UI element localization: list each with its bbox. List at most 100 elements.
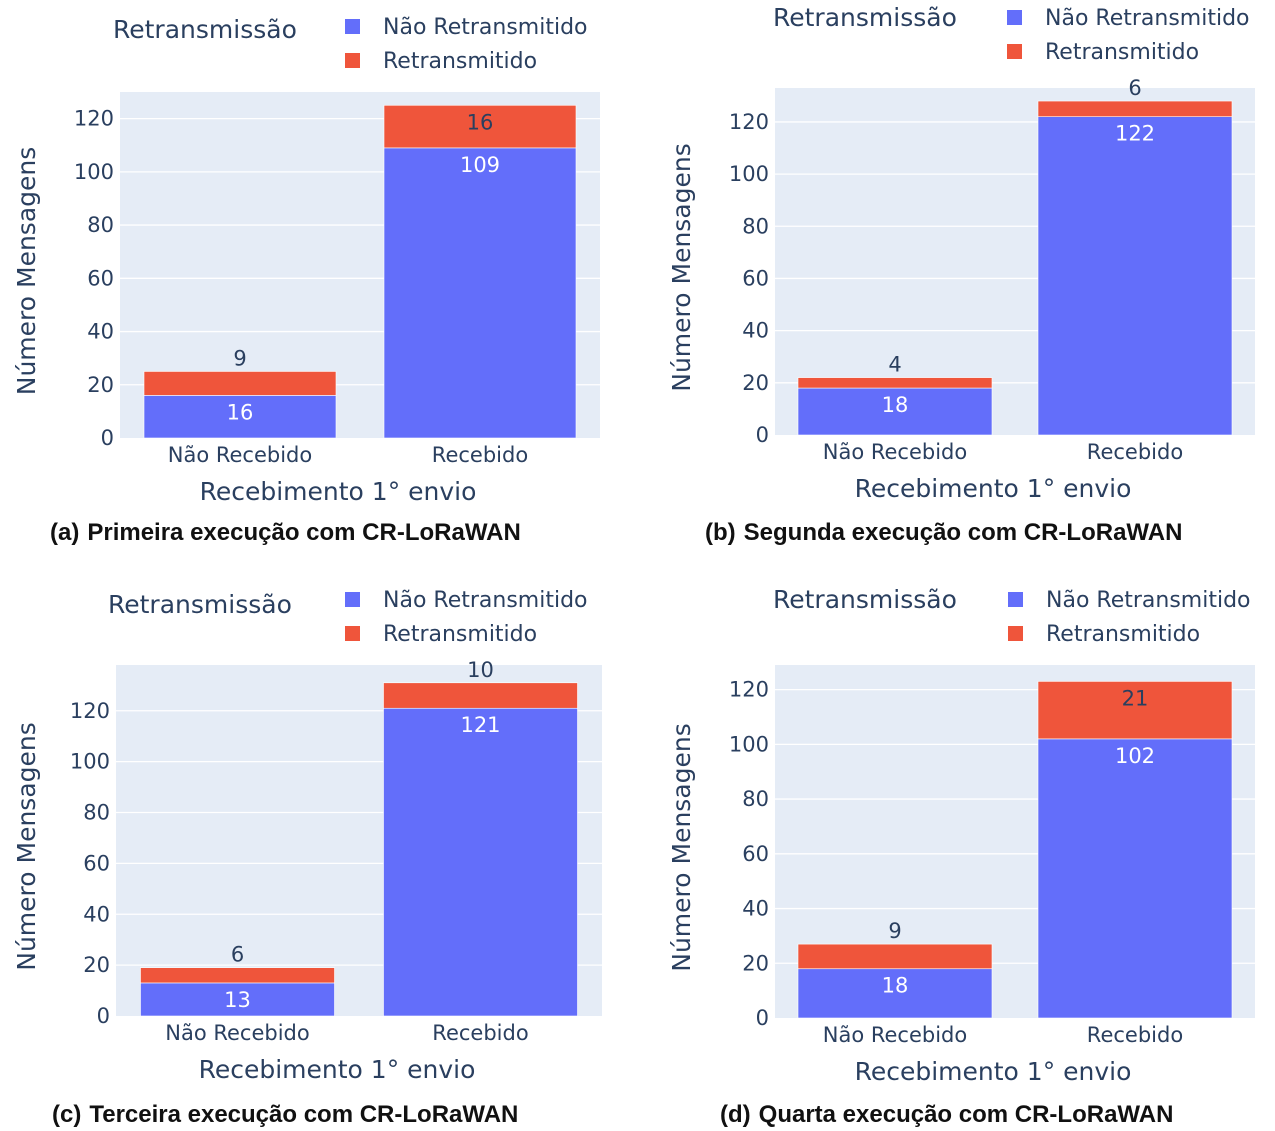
bar-chart-d: 0 20 40 60 80 100 120 18 9 Não Recebido 102 21 Receb… <box>667 585 1255 1086</box>
chart-panel-a: 0 20 40 60 80 100 120 16 9 Não Recebido 109 16 Receb… <box>0 0 620 560</box>
x-axis-title: Recebimento 1° envio <box>855 474 1132 503</box>
bar-retransmitido <box>797 377 993 389</box>
caption-text: Segunda execução com CR-LoRaWAN <box>743 519 1183 546</box>
legend-entry: Não Retransmitido <box>383 15 588 40</box>
data-label: 10 <box>467 658 494 682</box>
legend: Retransmissão Não Retransmitido Retransmit… <box>773 585 1251 647</box>
y-tick-label: 40 <box>742 897 769 921</box>
y-tick-label: 0 <box>756 423 769 447</box>
bar-nao-retransmitido <box>383 707 578 1017</box>
y-axis-title: Número Mensagens <box>12 722 41 971</box>
legend-entry: Não Retransmitido <box>1046 588 1251 613</box>
bar-chart-c: 0 20 40 60 80 100 120 13 6 Não Recebido 121 10 Receb… <box>12 588 602 1084</box>
y-tick-label: 80 <box>742 787 769 811</box>
y-tick-label: 20 <box>742 371 769 395</box>
legend-swatch <box>345 626 360 641</box>
bar-retransmitido <box>383 105 577 149</box>
caption-a: (a) Primeira execução com CR-LoRaWAN <box>50 519 521 547</box>
chart-panel-c: 0 20 40 60 80 100 120 13 6 Não Recebido 121 10 Receb… <box>0 575 620 1131</box>
legend-title: Retransmissão <box>773 3 957 32</box>
y-tick-label: 100 <box>74 160 114 184</box>
caption-label: (c) <box>52 1101 82 1128</box>
legend: Retransmissão Não Retransmitido Retransmit… <box>773 3 1250 65</box>
y-axis-title: Número Mensagens <box>667 143 696 392</box>
data-label: 18 <box>882 974 909 998</box>
x-tick-label: Não Recebido <box>168 443 312 467</box>
legend-entry: Não Retransmitido <box>383 588 588 613</box>
x-tick-label: Recebido <box>1087 1023 1183 1047</box>
legend-entry: Retransmitido <box>383 49 537 74</box>
data-label: 6 <box>1128 76 1141 100</box>
bar-nao-retransmitido <box>1037 116 1233 436</box>
bar-nao-retransmitido <box>140 982 335 1017</box>
caption-d: (d) Quarta execução com CR-LoRaWAN <box>720 1101 1173 1129</box>
data-label: 16 <box>227 400 254 424</box>
legend-swatch <box>1008 592 1023 607</box>
legend-swatch <box>1007 10 1022 25</box>
x-axis-title: Recebimento 1° envio <box>199 1055 476 1084</box>
legend-swatch <box>345 19 360 34</box>
x-tick-label: Recebido <box>432 443 528 467</box>
bar-retransmitido <box>1037 681 1233 740</box>
y-tick-label: 20 <box>83 953 110 977</box>
legend-entry: Retransmitido <box>383 622 537 647</box>
bar-retransmitido <box>143 371 337 396</box>
legend-swatch <box>345 592 360 607</box>
bar-retransmitido <box>140 967 335 984</box>
legend: Retransmissão Não Retransmitido Retransmit… <box>108 588 588 647</box>
bar-chart-a: 0 20 40 60 80 100 120 16 9 Não Recebido 109 16 Receb… <box>12 15 600 506</box>
bar-nao-retransmitido <box>1037 738 1233 1019</box>
y-tick-label: 120 <box>729 110 769 134</box>
x-tick-label: Não Recebido <box>165 1021 309 1045</box>
data-label: 21 <box>1122 686 1149 710</box>
y-tick-label: 40 <box>87 320 114 344</box>
data-label: 6 <box>231 943 244 967</box>
x-tick-label: Recebido <box>1087 440 1183 464</box>
bar-nao-retransmitido <box>143 395 337 439</box>
y-tick-label: 100 <box>729 162 769 186</box>
x-tick-label: Não Recebido <box>823 1023 967 1047</box>
y-tick-label: 120 <box>74 107 114 131</box>
data-label: 9 <box>888 919 901 943</box>
legend-entry: Não Retransmitido <box>1045 6 1250 31</box>
y-tick-label: 60 <box>742 842 769 866</box>
legend-entry: Retransmitido <box>1046 622 1200 647</box>
x-axis-title: Recebimento 1° envio <box>200 477 477 506</box>
bar-retransmitido <box>797 943 993 970</box>
y-axis-title: Número Mensagens <box>12 147 41 396</box>
caption-label: (b) <box>705 519 736 546</box>
data-label: 121 <box>460 713 500 737</box>
data-label: 109 <box>460 153 500 177</box>
data-label: 13 <box>224 988 251 1012</box>
y-tick-label: 80 <box>83 801 110 825</box>
y-tick-label: 60 <box>87 266 114 290</box>
caption-text: Quarta execução com CR-LoRaWAN <box>758 1101 1174 1128</box>
caption-c: (c) Terceira execução com CR-LoRaWAN <box>52 1101 518 1129</box>
y-tick-label: 0 <box>101 426 114 450</box>
legend-swatch <box>1008 626 1023 641</box>
y-tick-label: 40 <box>742 319 769 343</box>
x-tick-label: Recebido <box>432 1021 528 1045</box>
bar-retransmitido <box>383 682 578 709</box>
bar-retransmitido <box>1037 100 1233 117</box>
chart-panel-b: 0 20 40 60 80 100 120 18 4 Não Recebido 122 6 Recebi… <box>655 0 1275 560</box>
y-tick-label: 60 <box>742 266 769 290</box>
data-label: 102 <box>1115 744 1155 768</box>
x-axis-title: Recebimento 1° envio <box>855 1057 1132 1086</box>
y-tick-label: 20 <box>742 951 769 975</box>
bar-nao-retransmitido <box>797 968 993 1019</box>
y-tick-label: 120 <box>729 678 769 702</box>
y-tick-label: 80 <box>742 214 769 238</box>
y-tick-label: 80 <box>87 213 114 237</box>
legend: Retransmissão Não Retransmitido Retransmit… <box>113 15 588 74</box>
caption-b: (b) Segunda execução com CR-LoRaWAN <box>705 519 1182 547</box>
y-tick-label: 120 <box>70 699 110 723</box>
y-tick-label: 0 <box>756 1006 769 1030</box>
y-tick-label: 40 <box>83 902 110 926</box>
caption-label: (a) <box>50 519 80 546</box>
caption-label: (d) <box>720 1101 751 1128</box>
legend-title: Retransmissão <box>773 585 957 614</box>
y-tick-label: 60 <box>83 851 110 875</box>
legend-swatch <box>1007 44 1022 59</box>
data-label: 122 <box>1115 122 1155 146</box>
